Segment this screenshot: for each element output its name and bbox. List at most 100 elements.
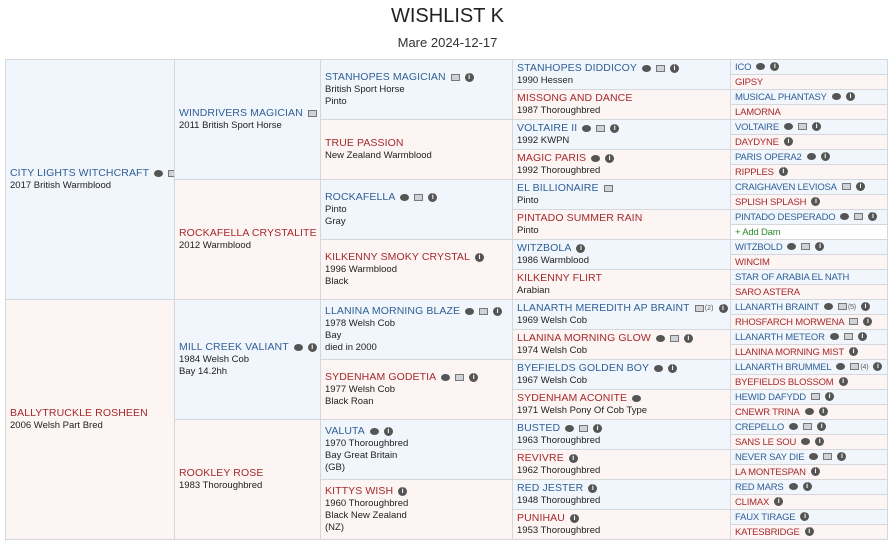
comment-icon[interactable] (809, 453, 819, 461)
horse-name-link[interactable]: RED MARS (735, 481, 784, 493)
horse-name-link[interactable]: WINDRIVERS MAGICIAN (179, 107, 303, 119)
horse-name-link[interactable]: LLANINA MORNING BLAZE (325, 305, 461, 317)
info-icon[interactable]: i (857, 332, 867, 342)
info-icon[interactable]: i (770, 62, 780, 72)
image-icon[interactable] (810, 393, 820, 401)
horse-name-link[interactable]: STAR OF ARABIA EL NATH (735, 271, 850, 283)
image-icon[interactable] (168, 169, 174, 177)
image-icon[interactable] (854, 213, 864, 221)
comment-icon[interactable] (400, 193, 410, 201)
info-icon[interactable]: i (824, 392, 834, 402)
horse-name-link[interactable]: LLANARTH METEOR (735, 331, 825, 343)
horse-name-link[interactable]: CITY LIGHTS WITCHCRAFT (10, 167, 150, 179)
comment-icon[interactable] (654, 364, 664, 372)
horse-name-link[interactable]: LAMORNA (735, 106, 781, 118)
horse-name-link[interactable]: MAGIC PARIS (517, 152, 587, 164)
image-icon[interactable] (837, 303, 847, 311)
horse-name-link[interactable]: KILKENNY FLIRT (517, 272, 603, 284)
comment-icon[interactable] (756, 63, 766, 71)
info-icon[interactable]: i (778, 167, 788, 177)
horse-name-link[interactable]: CRAIGHAVEN LEVIOSA (735, 181, 837, 193)
horse-name-link[interactable]: CREPELLO (735, 421, 785, 433)
horse-name-link[interactable]: ROCKAFELLA CRYSTALITE (179, 227, 317, 239)
image-icon[interactable] (414, 193, 424, 201)
info-icon[interactable]: i (838, 377, 848, 387)
comment-icon[interactable] (441, 373, 451, 381)
comment-icon[interactable] (655, 334, 665, 342)
info-icon[interactable]: i (802, 482, 812, 492)
horse-name-link[interactable]: VOLTAIRE II (517, 122, 578, 134)
comment-icon[interactable] (591, 154, 601, 162)
horse-name-link[interactable]: MILL CREEK VALIANT (179, 341, 289, 353)
info-icon[interactable]: i (845, 92, 855, 102)
horse-name-link[interactable]: LLANARTH BRUMMEL (735, 361, 832, 373)
horse-name-link[interactable]: MISSONG AND DANCE (517, 92, 633, 104)
info-icon[interactable]: i (474, 252, 484, 262)
image-icon[interactable] (823, 453, 833, 461)
horse-name-link[interactable]: REVIVRE (517, 452, 564, 464)
horse-name-link[interactable]: SYDENHAM GODETIA (325, 371, 437, 383)
horse-name-link[interactable]: ROOKLEY ROSE (179, 467, 264, 479)
info-icon[interactable]: i (576, 243, 586, 253)
horse-name-link[interactable]: RHOSFARCH MORWENA (735, 316, 845, 328)
info-icon[interactable]: i (815, 437, 825, 447)
comment-icon[interactable] (829, 333, 839, 341)
info-icon[interactable]: i (837, 452, 847, 462)
horse-name-link[interactable]: WINCIM (735, 256, 770, 268)
horse-name-link[interactable]: HEWID DAFYDD (735, 391, 806, 403)
comment-icon[interactable] (369, 427, 379, 435)
horse-name-link[interactable]: DAYDYNE (735, 136, 779, 148)
horse-name-link[interactable]: KATESBRIDGE (735, 526, 800, 538)
horse-name-link[interactable]: VOLTAIRE (735, 121, 779, 133)
horse-name-link[interactable]: STANHOPES DIDDICOY (517, 62, 638, 74)
comment-icon[interactable] (154, 169, 164, 177)
info-icon[interactable]: i (863, 317, 873, 327)
horse-name-link[interactable]: MUSICAL PHANTASY (735, 91, 827, 103)
horse-name-link[interactable]: TRUE PASSION (325, 137, 404, 149)
info-icon[interactable]: i (868, 212, 878, 222)
horse-name-link[interactable]: LLANARTH BRAINT (735, 301, 819, 313)
info-icon[interactable]: i (855, 182, 865, 192)
info-icon[interactable]: i (860, 302, 870, 312)
horse-name-link[interactable]: CNEWR TRINA (735, 406, 800, 418)
horse-name-link[interactable]: WITZBOLD (735, 241, 783, 253)
horse-name-link[interactable]: SARO ASTERA (735, 286, 800, 298)
horse-name-link[interactable]: WITZBOLA (517, 242, 572, 254)
info-icon[interactable]: i (469, 372, 479, 382)
image-icon[interactable] (603, 184, 613, 192)
horse-name-link[interactable]: PINTADO DESPERADO (735, 211, 836, 223)
comment-icon[interactable] (787, 243, 797, 251)
image-icon[interactable] (843, 333, 853, 341)
info-icon[interactable]: i (428, 192, 438, 202)
horse-name-link[interactable]: EL BILLIONAIRE (517, 182, 599, 194)
horse-name-link[interactable]: STANHOPES MAGICIAN (325, 71, 446, 83)
comment-icon[interactable] (840, 213, 850, 221)
horse-name-link[interactable]: KILKENNY SMOKY CRYSTAL (325, 251, 470, 263)
image-icon[interactable] (656, 64, 666, 72)
comment-icon[interactable] (836, 363, 846, 371)
info-icon[interactable]: i (683, 333, 693, 343)
info-icon[interactable]: i (588, 483, 598, 493)
info-icon[interactable]: i (818, 407, 828, 417)
horse-name-link[interactable]: BYEFIELDS GOLDEN BOY (517, 362, 650, 374)
info-icon[interactable]: i (718, 303, 728, 313)
info-icon[interactable]: i (568, 453, 578, 463)
comment-icon[interactable] (565, 424, 575, 432)
comment-icon[interactable] (823, 303, 833, 311)
info-icon[interactable]: i (848, 347, 858, 357)
image-icon[interactable] (579, 424, 589, 432)
comment-icon[interactable] (642, 64, 652, 72)
info-icon[interactable]: i (398, 486, 408, 496)
horse-name-link[interactable]: RIPPLES (735, 166, 774, 178)
info-icon[interactable]: i (774, 497, 784, 507)
horse-name-link[interactable]: SYDENHAM ACONITE (517, 392, 628, 404)
horse-name-link[interactable]: RED JESTER (517, 482, 584, 494)
info-icon[interactable]: i (605, 153, 615, 163)
image-icon[interactable] (801, 243, 811, 251)
horse-name-link[interactable]: GIPSY (735, 76, 764, 88)
info-icon[interactable]: i (383, 426, 393, 436)
comment-icon[interactable] (632, 394, 642, 402)
comment-icon[interactable] (783, 123, 793, 131)
info-icon[interactable]: i (493, 306, 503, 316)
info-icon[interactable]: i (668, 363, 678, 373)
